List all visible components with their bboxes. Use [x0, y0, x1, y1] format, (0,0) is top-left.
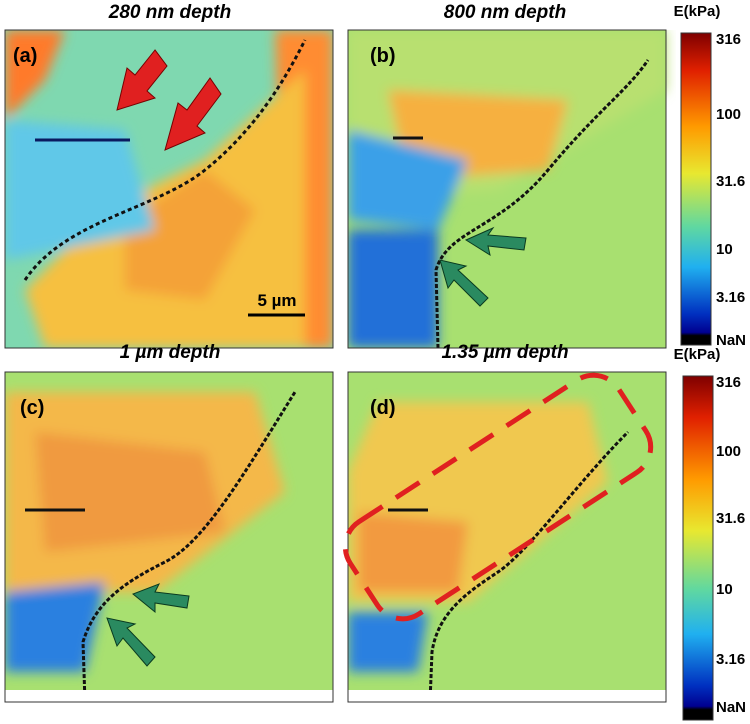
panel-label: (c) [20, 397, 44, 419]
panel-label: (a) [13, 45, 37, 67]
colorbar [680, 32, 712, 346]
map-d: (d) [342, 371, 667, 703]
arrow [132, 583, 190, 614]
map-a: (a) 5 µm [4, 29, 334, 349]
colorbar-tick: NaN [716, 699, 746, 716]
arrow [164, 77, 222, 151]
arrow [106, 617, 156, 667]
highlight-outline [342, 372, 654, 622]
arrow [464, 226, 527, 257]
colorbar-tick: 316 [716, 374, 741, 391]
colorbar-tick: 10 [716, 581, 733, 598]
colorbar-tick: 316 [716, 31, 741, 48]
panel-title: 800 nm depth [444, 2, 566, 23]
scale-bar-label: 5 µm [257, 291, 296, 310]
panel-title: 280 nm depth [108, 2, 231, 23]
colorbar-tick: 31.6 [716, 510, 745, 527]
arrow [116, 49, 168, 111]
colorbar-tick: 100 [716, 106, 741, 123]
colorbar-tick: 3.16 [716, 651, 745, 668]
panel-label: (b) [370, 45, 396, 67]
colorbar-tick: 31.6 [716, 173, 745, 190]
panel-title: 1 µm depth [120, 342, 221, 363]
colorbar-label: E(kPa) [674, 346, 721, 363]
colorbar-tick: 10 [716, 241, 733, 258]
map-b: (b) [347, 29, 667, 349]
colorbar-label: E(kPa) [674, 3, 721, 20]
arrow [439, 259, 489, 307]
colorbar-tick: NaN [716, 332, 746, 349]
map-c: (c) [4, 371, 334, 703]
colorbar-tick: 100 [716, 443, 741, 460]
colorbar [682, 375, 714, 721]
colorbar-tick: 3.16 [716, 289, 745, 306]
panel-label: (d) [370, 397, 396, 419]
panel-title: 1.35 µm depth [441, 342, 568, 363]
